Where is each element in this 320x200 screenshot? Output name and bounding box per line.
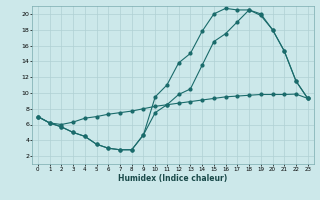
- X-axis label: Humidex (Indice chaleur): Humidex (Indice chaleur): [118, 174, 228, 183]
